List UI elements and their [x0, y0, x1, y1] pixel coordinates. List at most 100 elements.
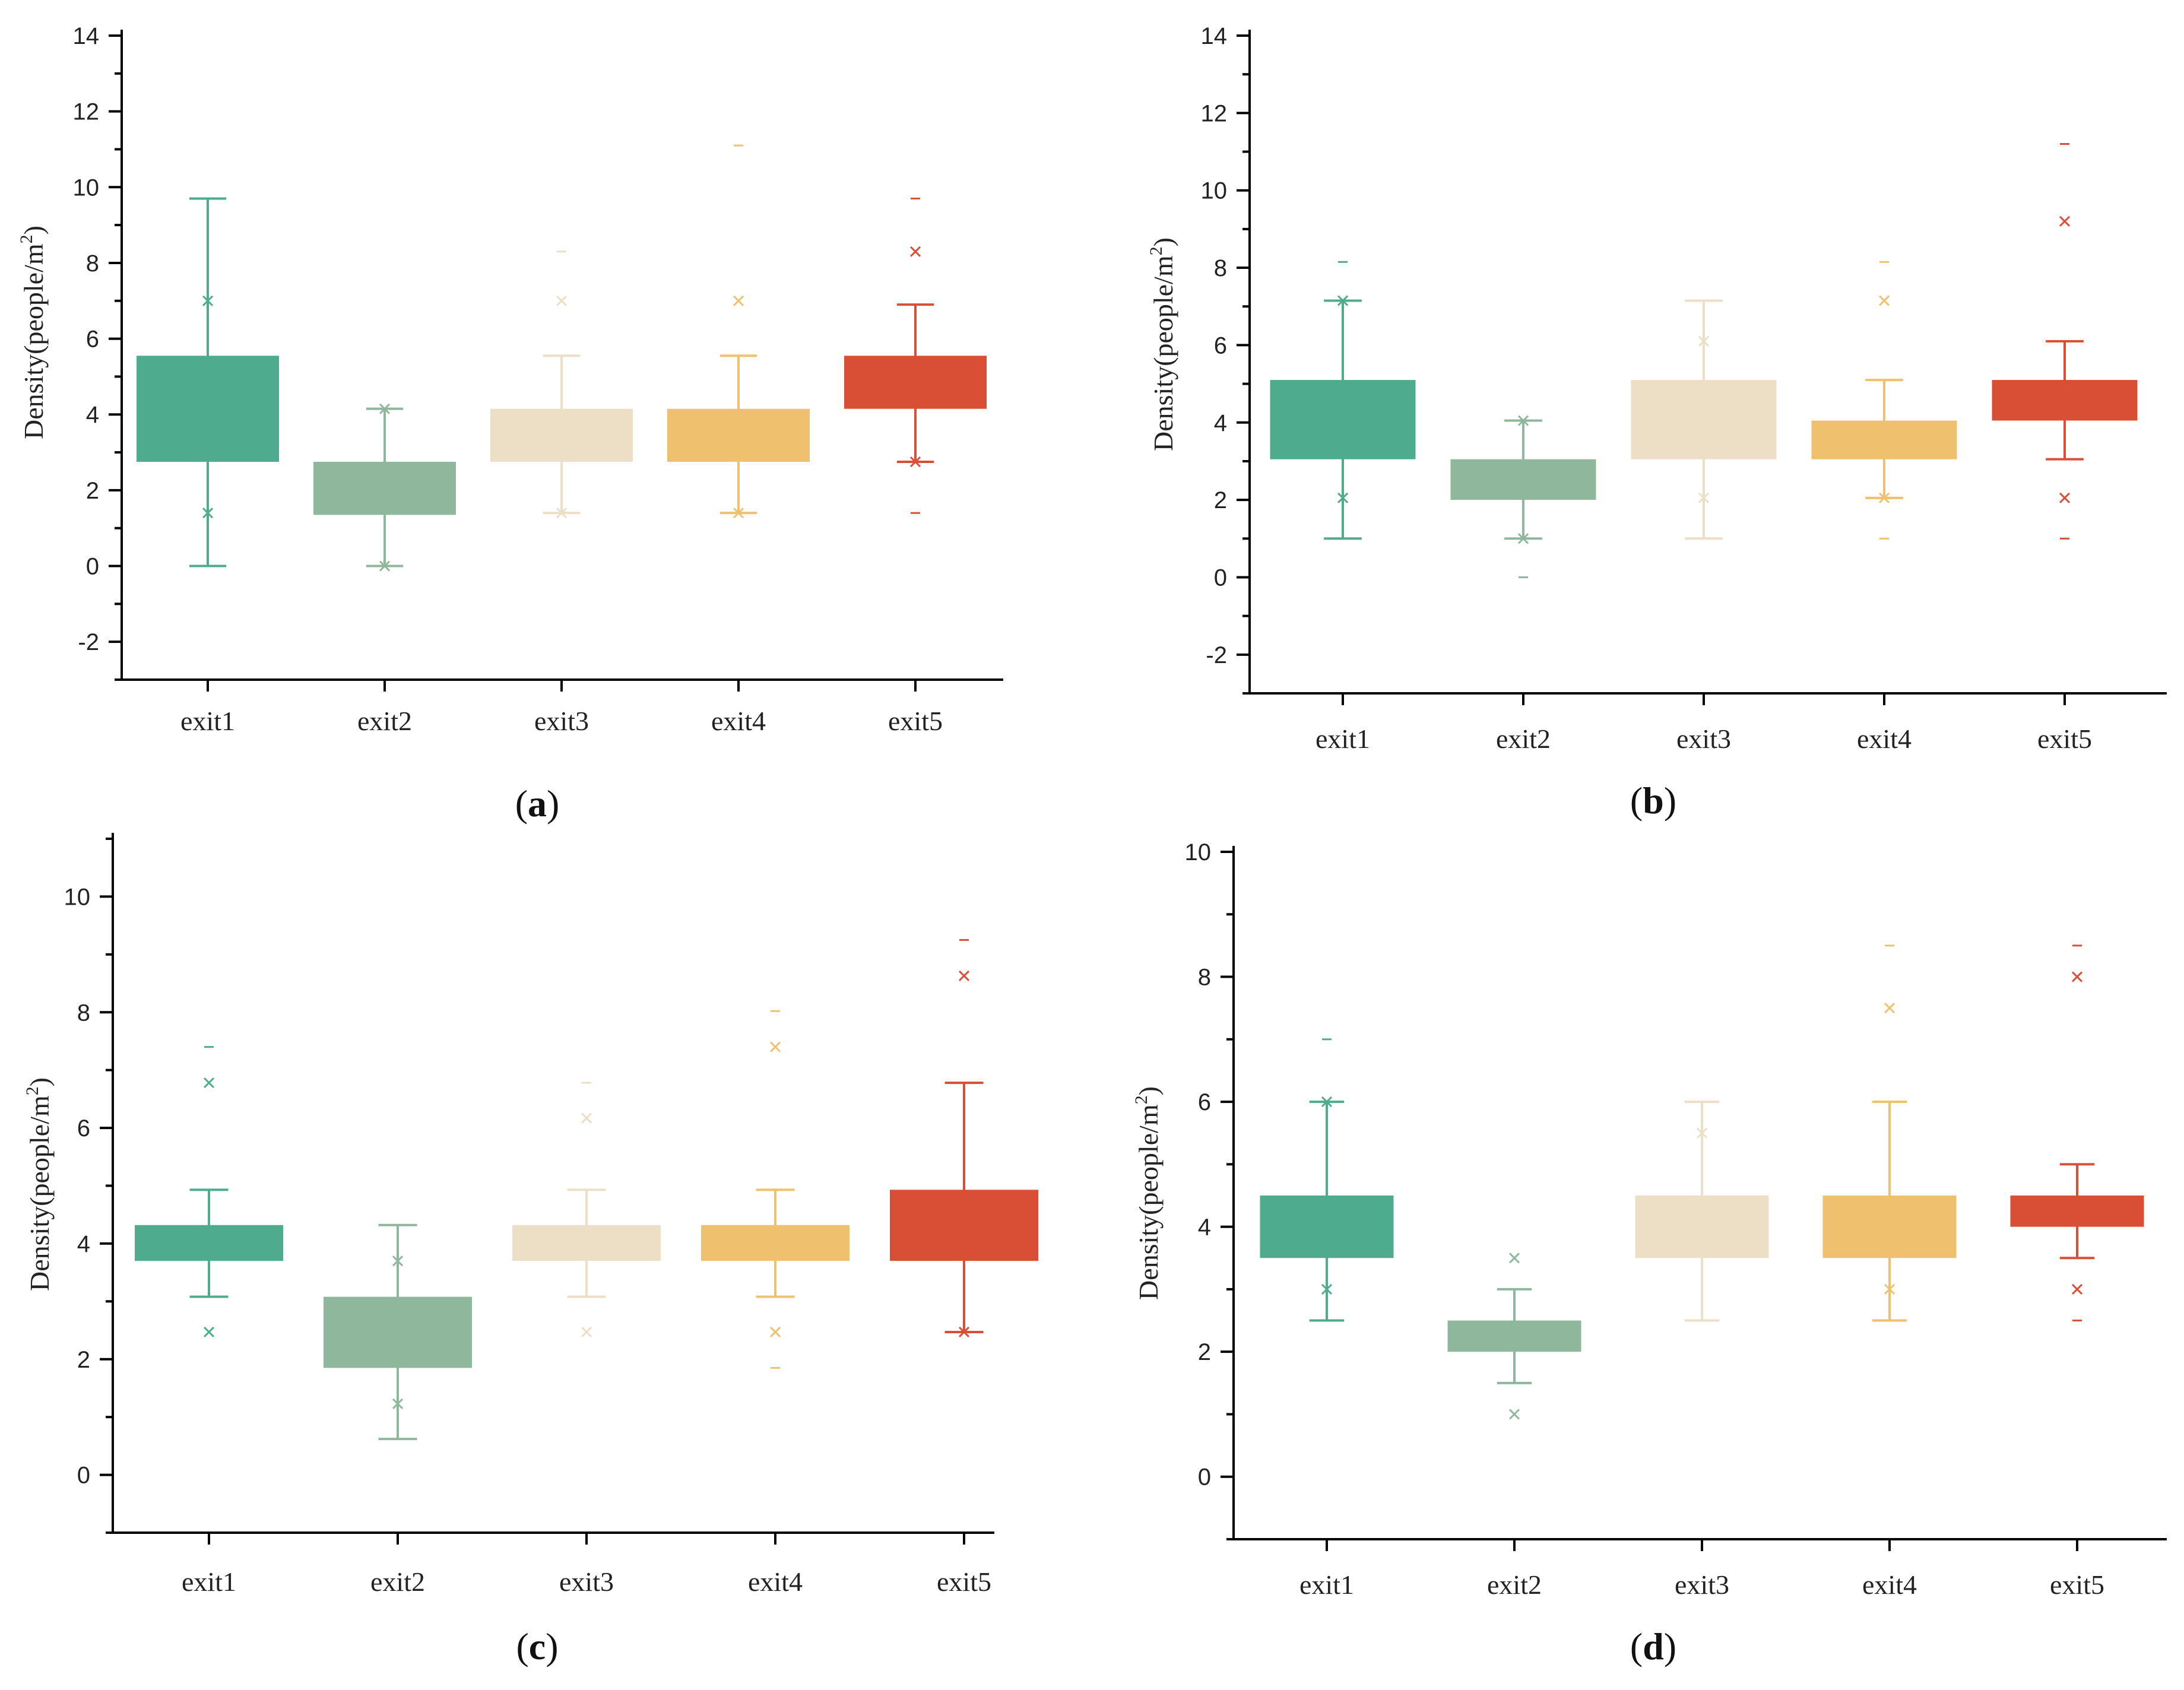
y-tick-label: 8 — [1198, 965, 1211, 991]
x-marker-exit1 — [1337, 492, 1349, 503]
x-marker-exit3 — [581, 1112, 592, 1124]
box-rect-exit4 — [1822, 1196, 1957, 1258]
chart-panel-d: 0 2 4 6 8 10 Density(people/m2) exit1 exit2 exit3… — [1131, 839, 2167, 1667]
x-tick-label-exit1: exit1 — [1316, 724, 1370, 754]
y-tick-label: 8 — [1214, 255, 1227, 281]
x-marker-exit3 — [1698, 335, 1710, 347]
y-tick-label: 8 — [77, 1000, 90, 1026]
box-rect-exit4 — [1811, 420, 1957, 459]
x-marker-exit5 — [2059, 492, 2071, 503]
y-tick-label: 10 — [64, 884, 91, 910]
x-marker-exit4 — [1878, 295, 1890, 306]
box-rect-exit4 — [701, 1225, 849, 1261]
box-rect-exit5 — [2010, 1196, 2144, 1227]
x-tick-label-exit3: exit3 — [1676, 724, 1731, 754]
x-tick-label-exit1: exit1 — [182, 1567, 236, 1597]
x-tick-label-exit1: exit1 — [180, 706, 235, 736]
y-tick-label: 10 — [73, 175, 100, 201]
x-tick-label-exit3: exit3 — [559, 1567, 614, 1597]
box-exit5 — [890, 938, 1038, 1338]
x-marker-exit3 — [556, 508, 568, 519]
x-marker-exit1 — [1321, 1283, 1333, 1295]
x-tick-label-exit4: exit4 — [1862, 1569, 1917, 1600]
box-rect-exit3 — [512, 1225, 661, 1261]
box-rect-exit2 — [1447, 1320, 1581, 1352]
box-exit2 — [313, 403, 456, 572]
x-marker-exit5 — [909, 246, 921, 257]
box-exit1 — [135, 1046, 283, 1338]
x-marker-exit4 — [733, 508, 744, 519]
y-tick-label: 14 — [73, 23, 100, 49]
box-rect-exit3 — [1631, 380, 1777, 459]
y-tick-label: 0 — [1214, 565, 1227, 591]
y-tick-label: 8 — [86, 251, 99, 277]
x-marker-exit2 — [392, 1255, 404, 1267]
y-tick-label: 4 — [77, 1231, 90, 1257]
panel-label-d: (d) — [1630, 1625, 1676, 1667]
x-marker-exit2 — [379, 403, 391, 414]
y-axis-label: Density(people/m2) — [17, 226, 49, 439]
box-rect-exit4 — [667, 408, 810, 462]
x-marker-exit1 — [203, 1326, 215, 1338]
x-tick-label-exit5: exit5 — [2050, 1569, 2104, 1600]
x-marker-exit1 — [203, 1077, 215, 1089]
x-tick-label-exit2: exit2 — [370, 1567, 425, 1597]
box-exit1 — [1270, 261, 1416, 540]
x-marker-exit3 — [581, 1326, 592, 1338]
box-exit4 — [1822, 944, 1957, 1322]
x-marker-exit4 — [1884, 1003, 1895, 1014]
x-tick-label-exit2: exit2 — [1487, 1569, 1542, 1600]
x-marker-exit2 — [379, 560, 391, 572]
x-marker-exit4 — [1884, 1283, 1895, 1295]
y-axis-label: Density(people/m2) — [1131, 1086, 1164, 1300]
x-tick-label-exit4: exit4 — [711, 706, 766, 736]
panel-label-c: (c) — [516, 1625, 558, 1667]
y-tick-label: 2 — [86, 478, 99, 504]
x-tick-label-exit2: exit2 — [1496, 724, 1551, 754]
x-tick-label-exit4: exit4 — [1857, 724, 1912, 754]
x-tick-label-exit3: exit3 — [1675, 1569, 1729, 1600]
x-marker-exit2 — [392, 1398, 404, 1409]
x-marker-exit4 — [769, 1326, 781, 1338]
box-exit2 — [1447, 1253, 1581, 1420]
box-exit3 — [490, 251, 633, 519]
y-tick-label: 10 — [1201, 178, 1228, 204]
box-exit4 — [701, 1010, 849, 1369]
y-tick-label: 6 — [1198, 1089, 1211, 1115]
box-exit2 — [1450, 415, 1596, 578]
panel-label-b: (b) — [1630, 779, 1676, 822]
box-rect-exit1 — [137, 356, 279, 462]
y-tick-label: 10 — [1185, 839, 1212, 865]
y-tick-label: 2 — [1198, 1339, 1211, 1365]
y-tick-label: -2 — [78, 629, 99, 655]
y-tick-label: 12 — [73, 99, 100, 125]
box-exit4 — [1811, 261, 1957, 540]
y-axis-label: Density(people/m2) — [23, 1077, 55, 1291]
y-tick-label: 6 — [77, 1115, 90, 1142]
box-exit3 — [512, 1082, 661, 1338]
y-tick-label: 4 — [1198, 1215, 1211, 1241]
box-exit4 — [667, 144, 810, 519]
x-marker-exit5 — [958, 970, 970, 981]
box-exit3 — [1635, 1101, 1769, 1322]
box-exit5 — [1992, 142, 2138, 540]
x-marker-exit1 — [202, 295, 214, 306]
box-rect-exit1 — [1270, 380, 1416, 459]
x-marker-exit5 — [2059, 215, 2071, 227]
x-marker-exit5 — [958, 1326, 970, 1338]
x-marker-exit4 — [1878, 492, 1890, 503]
x-tick-label-exit3: exit3 — [534, 706, 589, 736]
x-marker-exit5 — [909, 456, 921, 468]
box-rect-exit1 — [1260, 1196, 1394, 1258]
x-marker-exit3 — [1698, 492, 1710, 503]
y-axis-label: Density(people/m2) — [1146, 237, 1178, 451]
x-marker-exit1 — [1337, 295, 1349, 306]
y-tick-label: 6 — [86, 326, 99, 353]
x-marker-exit5 — [2071, 971, 2083, 982]
y-tick-label: 14 — [1201, 23, 1228, 49]
x-tick-label-exit5: exit5 — [888, 706, 943, 736]
x-marker-exit4 — [733, 295, 744, 306]
x-marker-exit5 — [2071, 1283, 2083, 1295]
